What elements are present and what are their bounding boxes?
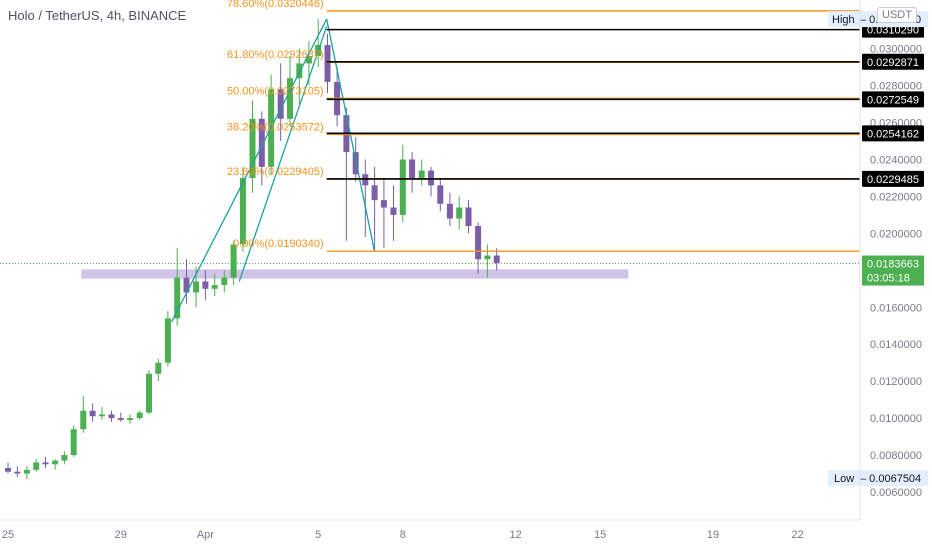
candle-body[interactable] bbox=[465, 207, 472, 226]
chart-title: Holo / TetherUS, 4h, BINANCE bbox=[8, 8, 187, 23]
price-level-tag bbox=[862, 125, 924, 142]
x-tick-label: 29 bbox=[115, 529, 127, 541]
currency-selector[interactable]: USDT bbox=[877, 7, 917, 23]
candle-body[interactable] bbox=[193, 281, 200, 293]
y-tick-label: 0.0060000 bbox=[870, 487, 922, 499]
y-tick-label: 0.0280000 bbox=[870, 81, 922, 93]
candle-body[interactable] bbox=[296, 63, 303, 79]
candle-body[interactable] bbox=[456, 207, 463, 219]
candle-body[interactable] bbox=[117, 418, 124, 420]
last-price-tag bbox=[862, 255, 924, 286]
price-level-tag-text: 0.0310290 bbox=[867, 25, 919, 37]
candle-body[interactable] bbox=[371, 185, 378, 201]
candle-body[interactable] bbox=[174, 277, 181, 319]
candle-body[interactable] bbox=[89, 410, 96, 417]
price-level-tag bbox=[862, 170, 924, 187]
x-tick-label: 19 bbox=[707, 529, 719, 541]
y-tick-label: 0.0240000 bbox=[870, 154, 922, 166]
candle-body[interactable] bbox=[230, 244, 237, 278]
candle-body[interactable] bbox=[98, 414, 105, 417]
candle-body[interactable] bbox=[493, 255, 500, 263]
last-price-value: 0.0183663 bbox=[867, 259, 919, 271]
y-tick-label: 0.0100000 bbox=[870, 413, 922, 425]
x-tick-label: 12 bbox=[509, 529, 521, 541]
candle-body[interactable] bbox=[70, 429, 77, 456]
candle-body[interactable] bbox=[14, 471, 21, 474]
trendline[interactable] bbox=[238, 26, 328, 282]
candle-body[interactable] bbox=[446, 203, 453, 219]
fib-level-label: 38.20%(0.0253572) bbox=[227, 121, 324, 133]
price-level-tag bbox=[862, 53, 924, 70]
candle-body[interactable] bbox=[418, 170, 425, 178]
fib-level-label: 50.00%(0.0273105) bbox=[227, 85, 324, 97]
price-level-tag-text: 0.0229485 bbox=[867, 174, 919, 186]
candle-body[interactable] bbox=[324, 44, 331, 82]
candle-body[interactable] bbox=[155, 362, 162, 374]
candle-body[interactable] bbox=[409, 159, 416, 178]
x-tick-label: 5 bbox=[315, 529, 321, 541]
candle-body[interactable] bbox=[61, 455, 68, 461]
candle-body[interactable] bbox=[277, 89, 284, 119]
x-tick-label: 22 bbox=[791, 529, 803, 541]
candle-body[interactable] bbox=[399, 159, 406, 215]
candle-body[interactable] bbox=[211, 285, 218, 289]
low-tag-value: – 0.0067504 bbox=[860, 473, 921, 485]
candle-body[interactable] bbox=[108, 414, 115, 419]
candle-body[interactable] bbox=[428, 170, 434, 186]
candle-body[interactable] bbox=[42, 462, 49, 465]
candle-body[interactable] bbox=[33, 462, 40, 470]
candle-body[interactable] bbox=[52, 460, 59, 465]
candles-group bbox=[5, 19, 500, 480]
x-tick-label: Apr bbox=[197, 529, 214, 541]
candle-body[interactable] bbox=[305, 56, 312, 64]
fib-level-label: 0.00%(0.0190340) bbox=[233, 238, 324, 250]
candle-body[interactable] bbox=[202, 281, 209, 289]
y-tick-label: 0.0160000 bbox=[870, 302, 922, 314]
trendline[interactable] bbox=[170, 18, 328, 323]
candle-body[interactable] bbox=[146, 373, 152, 413]
y-tick-label: 0.0200000 bbox=[870, 228, 922, 240]
x-tick-label: 25 bbox=[2, 529, 14, 541]
candle-body[interactable] bbox=[127, 418, 134, 420]
candle-body[interactable] bbox=[475, 225, 482, 260]
x-tick-label: 15 bbox=[594, 529, 606, 541]
low-tag bbox=[828, 470, 928, 487]
y-tick-label: 0.0140000 bbox=[870, 339, 922, 351]
high-tag-text: High bbox=[832, 14, 855, 26]
candle-body[interactable] bbox=[164, 318, 171, 363]
price-level-tag-text: 0.0254162 bbox=[867, 128, 919, 140]
x-tick-label: 8 bbox=[400, 529, 406, 541]
candle-body[interactable] bbox=[239, 177, 246, 245]
price-level-tag-text: 0.0292871 bbox=[867, 57, 919, 69]
candle-body[interactable] bbox=[390, 207, 397, 215]
support-zone[interactable] bbox=[81, 269, 629, 279]
candle-body[interactable] bbox=[249, 118, 256, 178]
fib-level-label: 23.60%(0.0229405) bbox=[227, 166, 324, 178]
candle-body[interactable] bbox=[484, 255, 491, 260]
candle-body[interactable] bbox=[221, 277, 228, 286]
low-tag-text: Low bbox=[834, 473, 854, 485]
fib-level-label: 61.80%(0.0292637) bbox=[227, 49, 324, 61]
candle-body[interactable] bbox=[136, 412, 143, 419]
y-tick-label: 0.0220000 bbox=[870, 191, 922, 203]
trendline[interactable] bbox=[326, 18, 376, 252]
candle-body[interactable] bbox=[80, 410, 87, 430]
price-level-tag-text: 0.0272549 bbox=[867, 94, 919, 106]
candle-body[interactable] bbox=[183, 277, 190, 293]
price-level-tag bbox=[862, 91, 924, 108]
fib-level-label: 78.60%(0.0320446) bbox=[227, 0, 324, 10]
y-tick-label: 0.0120000 bbox=[870, 376, 922, 388]
candle-body[interactable] bbox=[5, 467, 11, 472]
candle-body[interactable] bbox=[437, 185, 444, 204]
candle-body[interactable] bbox=[23, 469, 30, 474]
y-tick-label: 0.0080000 bbox=[870, 450, 922, 462]
candle-body[interactable] bbox=[258, 118, 265, 167]
candle-body[interactable] bbox=[380, 200, 387, 208]
y-tick-label: 0.0300000 bbox=[870, 44, 922, 56]
candle-body[interactable] bbox=[362, 174, 369, 186]
last-price-countdown: 03:05:18 bbox=[867, 273, 910, 285]
candle-body[interactable] bbox=[287, 78, 293, 119]
